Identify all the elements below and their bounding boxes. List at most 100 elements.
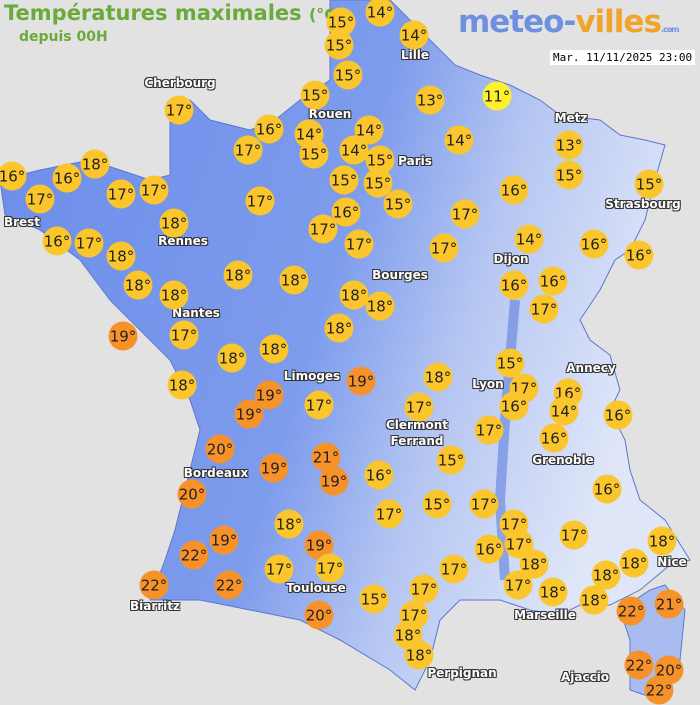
temperature-marker[interactable]: 18° xyxy=(423,362,453,392)
temperature-marker[interactable]: 17° xyxy=(469,489,499,519)
temperature-marker[interactable]: 19° xyxy=(346,366,376,396)
temperature-marker[interactable]: 18° xyxy=(591,560,621,590)
temperature-marker[interactable]: 15° xyxy=(359,584,389,614)
temperature-marker[interactable]: 15° xyxy=(299,139,329,169)
temperature-marker[interactable]: 22° xyxy=(616,596,646,626)
temperature-marker[interactable]: 18° xyxy=(223,260,253,290)
temperature-marker[interactable]: 16° xyxy=(499,175,529,205)
meteo-villes-logo[interactable]: meteo-villes.com xyxy=(458,4,680,40)
temperature-marker[interactable]: 15° xyxy=(329,165,359,195)
temperature-marker[interactable]: 17° xyxy=(474,415,504,445)
temperature-marker[interactable]: 16° xyxy=(42,226,72,256)
temperature-marker[interactable]: 16° xyxy=(579,229,609,259)
temperature-marker[interactable]: 19° xyxy=(234,399,264,429)
temperature-marker[interactable]: 18° xyxy=(324,313,354,343)
temperature-marker[interactable]: 15° xyxy=(324,30,354,60)
temperature-marker[interactable]: 22° xyxy=(644,675,674,705)
temperature-marker[interactable]: 17° xyxy=(245,186,275,216)
temperature-marker[interactable]: 18° xyxy=(365,291,395,321)
temperature-marker[interactable]: 19° xyxy=(259,453,289,483)
temperature-marker[interactable]: 16° xyxy=(364,460,394,490)
temperature-marker[interactable]: 17° xyxy=(233,135,263,165)
temperature-marker[interactable]: 18° xyxy=(647,526,677,556)
temperature-marker[interactable]: 16° xyxy=(538,266,568,296)
temperature-marker[interactable]: 17° xyxy=(74,228,104,258)
temperature-marker[interactable]: 18° xyxy=(538,577,568,607)
temperature-marker[interactable]: 13° xyxy=(554,130,584,160)
temperature-marker[interactable]: 18° xyxy=(159,208,189,238)
temperature-marker[interactable]: 22° xyxy=(624,650,654,680)
temperature-marker[interactable]: 18° xyxy=(279,265,309,295)
temperature-marker[interactable]: 17° xyxy=(25,184,55,214)
temperature-marker[interactable]: 18° xyxy=(274,509,304,539)
temperature-marker[interactable]: 21° xyxy=(654,589,684,619)
temperature-marker[interactable]: 18° xyxy=(619,548,649,578)
temperature-marker[interactable]: 18° xyxy=(106,241,136,271)
temperature-marker[interactable]: 22° xyxy=(214,570,244,600)
temperature-marker[interactable]: 18° xyxy=(339,280,369,310)
temperature-marker[interactable]: 18° xyxy=(123,270,153,300)
temperature-marker[interactable]: 15° xyxy=(554,160,584,190)
temperature-marker[interactable]: 16° xyxy=(592,474,622,504)
temperature-marker[interactable]: 17° xyxy=(164,95,194,125)
temperature-marker[interactable]: 17° xyxy=(106,179,136,209)
temperature-marker[interactable]: 19° xyxy=(209,525,239,555)
temperature-marker[interactable]: 22° xyxy=(179,540,209,570)
temperature-marker[interactable]: 16° xyxy=(624,240,654,270)
temperature-marker[interactable]: 15° xyxy=(495,348,525,378)
temperature-marker[interactable]: 17° xyxy=(169,320,199,350)
temperature-marker[interactable]: 14° xyxy=(339,135,369,165)
temperature-marker[interactable]: 18° xyxy=(167,370,197,400)
temperature-marker[interactable]: 14° xyxy=(354,115,384,145)
temperature-marker[interactable]: 16° xyxy=(0,161,27,191)
temperature-marker[interactable]: 15° xyxy=(383,189,413,219)
temperature-marker[interactable]: 20° xyxy=(654,655,684,685)
temperature-marker[interactable]: 16° xyxy=(254,114,284,144)
temperature-marker[interactable]: 16° xyxy=(474,534,504,564)
temperature-marker[interactable]: 18° xyxy=(259,334,289,364)
temperature-marker[interactable]: 18° xyxy=(404,640,434,670)
temperature-marker[interactable]: 14° xyxy=(399,20,429,50)
temperature-marker[interactable]: 16° xyxy=(499,270,529,300)
temperature-marker[interactable]: 17° xyxy=(304,390,334,420)
temperature-marker[interactable]: 16° xyxy=(603,400,633,430)
temperature-marker[interactable]: 15° xyxy=(634,169,664,199)
temperature-marker[interactable]: 14° xyxy=(444,125,474,155)
temperature-marker[interactable]: 17° xyxy=(344,229,374,259)
temperature-marker[interactable]: 16° xyxy=(331,197,361,227)
temperature-marker[interactable]: 17° xyxy=(374,499,404,529)
temperature-marker[interactable]: 18° xyxy=(579,585,609,615)
temperature-marker[interactable]: 17° xyxy=(264,554,294,584)
temperature-marker[interactable]: 22° xyxy=(139,570,169,600)
temperature-marker[interactable]: 17° xyxy=(504,529,534,559)
temperature-marker[interactable]: 13° xyxy=(415,85,445,115)
temperature-marker[interactable]: 20° xyxy=(304,600,334,630)
temperature-marker[interactable]: 15° xyxy=(333,60,363,90)
temperature-marker[interactable]: 15° xyxy=(363,168,393,198)
temperature-marker[interactable]: 17° xyxy=(503,570,533,600)
temperature-marker[interactable]: 11° xyxy=(482,81,512,111)
temperature-marker[interactable]: 17° xyxy=(429,233,459,263)
temperature-marker[interactable]: 19° xyxy=(319,466,349,496)
temperature-marker[interactable]: 17° xyxy=(450,199,480,229)
temperature-marker[interactable]: 18° xyxy=(80,149,110,179)
temperature-marker[interactable]: 18° xyxy=(217,343,247,373)
temperature-marker[interactable]: 17° xyxy=(439,554,469,584)
temperature-marker[interactable]: 14° xyxy=(549,396,579,426)
temperature-marker[interactable]: 15° xyxy=(300,80,330,110)
temperature-marker[interactable]: 15° xyxy=(436,445,466,475)
temperature-marker[interactable]: 19° xyxy=(108,321,138,351)
temperature-marker[interactable]: 14° xyxy=(514,224,544,254)
temperature-marker[interactable]: 18° xyxy=(159,280,189,310)
temperature-marker[interactable]: 14° xyxy=(365,0,395,27)
temperature-marker[interactable]: 17° xyxy=(409,574,439,604)
temperature-marker[interactable]: 20° xyxy=(177,479,207,509)
temperature-marker[interactable]: 20° xyxy=(205,434,235,464)
temperature-marker[interactable]: 17° xyxy=(559,520,589,550)
temperature-marker[interactable]: 17° xyxy=(315,553,345,583)
temperature-marker[interactable]: 16° xyxy=(539,423,569,453)
temperature-marker[interactable]: 15° xyxy=(422,489,452,519)
temperature-marker[interactable]: 17° xyxy=(404,392,434,422)
temperature-marker[interactable]: 16° xyxy=(52,163,82,193)
temperature-marker[interactable]: 17° xyxy=(139,175,169,205)
